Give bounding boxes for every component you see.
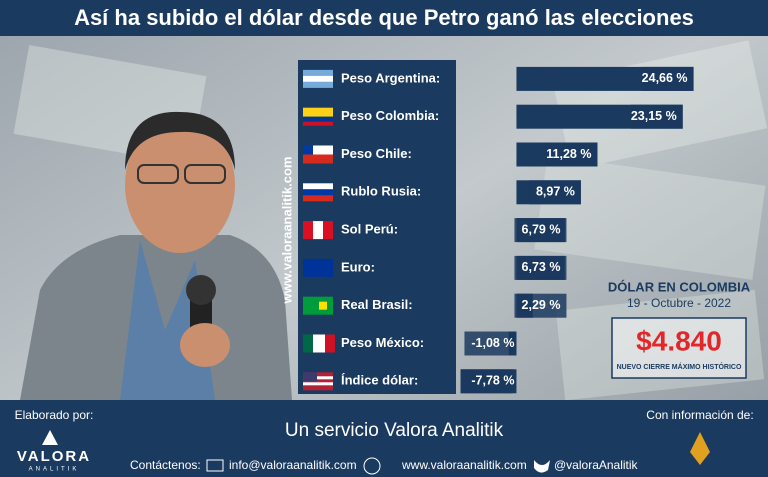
infobox-title: DÓLAR EN COLOMBIA [608, 279, 751, 294]
category-label: Euro: [341, 259, 375, 274]
category-label: Sol Perú: [341, 222, 398, 237]
label-bg [464, 331, 517, 356]
flag [313, 221, 323, 240]
flag [303, 145, 333, 155]
service: Un servicio Valora Analitik [285, 420, 504, 441]
brand-sub: ANALITIK [29, 467, 80, 473]
label-bg [630, 104, 683, 129]
web: www.valoraanalitik.com [401, 458, 527, 472]
flag [303, 81, 333, 88]
flag [303, 69, 333, 81]
flag [303, 75, 333, 82]
flag [303, 145, 313, 155]
web-icon [363, 457, 381, 475]
twitter-icon [534, 460, 550, 473]
flag [303, 296, 333, 315]
chart-title: Así ha subido el dólar desde que Petro g… [74, 5, 694, 30]
flag [303, 382, 333, 386]
infobox-date: 19 - Octubre - 2022 [627, 296, 731, 310]
flag [303, 334, 313, 353]
flag [303, 154, 333, 164]
made-by: Elaborado por: [15, 408, 94, 422]
flag [303, 258, 333, 277]
source-label: Con información de: [646, 408, 753, 422]
value-label: -7,78 % [471, 374, 514, 388]
email: info@valoraanalitik.com [229, 458, 357, 472]
category-label: Índice dólar: [341, 373, 418, 388]
flag [303, 372, 317, 382]
infobox-note: NUEVO CIERRE MÁXIMO HISTÓRICO [617, 362, 742, 371]
category-label: Real Brasil: [341, 297, 413, 312]
label-bg [545, 142, 598, 167]
value-label: 24,66 % [642, 71, 688, 85]
watermark: www.valoraanalitik.com [279, 157, 294, 305]
flag [303, 376, 333, 380]
value-label: 6,73 % [522, 260, 561, 274]
twitter: @valoraAnalitik [554, 458, 639, 472]
value-label: 6,79 % [522, 222, 561, 236]
category-label: Peso Argentina: [341, 70, 440, 85]
label-bg [514, 255, 567, 280]
value-label: -1,08 % [471, 336, 514, 350]
value-label: 11,28 % [546, 147, 591, 161]
label-bg [514, 218, 567, 243]
flag [325, 334, 335, 353]
infobox [611, 317, 747, 379]
infobox-price: $4.840 [636, 325, 722, 356]
value-label: 2,29 % [522, 298, 561, 312]
label-bg [460, 369, 513, 394]
person-photo [20, 111, 292, 400]
label-bg [528, 180, 581, 205]
title-bar [0, 0, 768, 36]
value-label: 8,97 % [536, 185, 575, 199]
flag [303, 189, 333, 196]
flag [303, 195, 333, 202]
flag [303, 107, 333, 117]
footer [0, 400, 768, 477]
flag [303, 116, 333, 122]
value-label: 23,15 % [631, 109, 677, 123]
label-bg [514, 293, 567, 318]
category-label: Peso Colombia: [341, 108, 439, 123]
flag [319, 301, 327, 310]
label-bg [641, 66, 694, 91]
category-label: Peso Chile: [341, 146, 412, 161]
source-logo [690, 432, 710, 465]
flag [303, 121, 333, 126]
brand: VALORA [17, 448, 91, 465]
logo-icon [42, 430, 58, 445]
flag [303, 183, 333, 190]
contact-label: Contáctenos: [130, 458, 201, 472]
mail-icon [206, 459, 224, 472]
category-label: Rublo Rusia: [341, 184, 421, 199]
category-label: Peso México: [341, 335, 424, 350]
